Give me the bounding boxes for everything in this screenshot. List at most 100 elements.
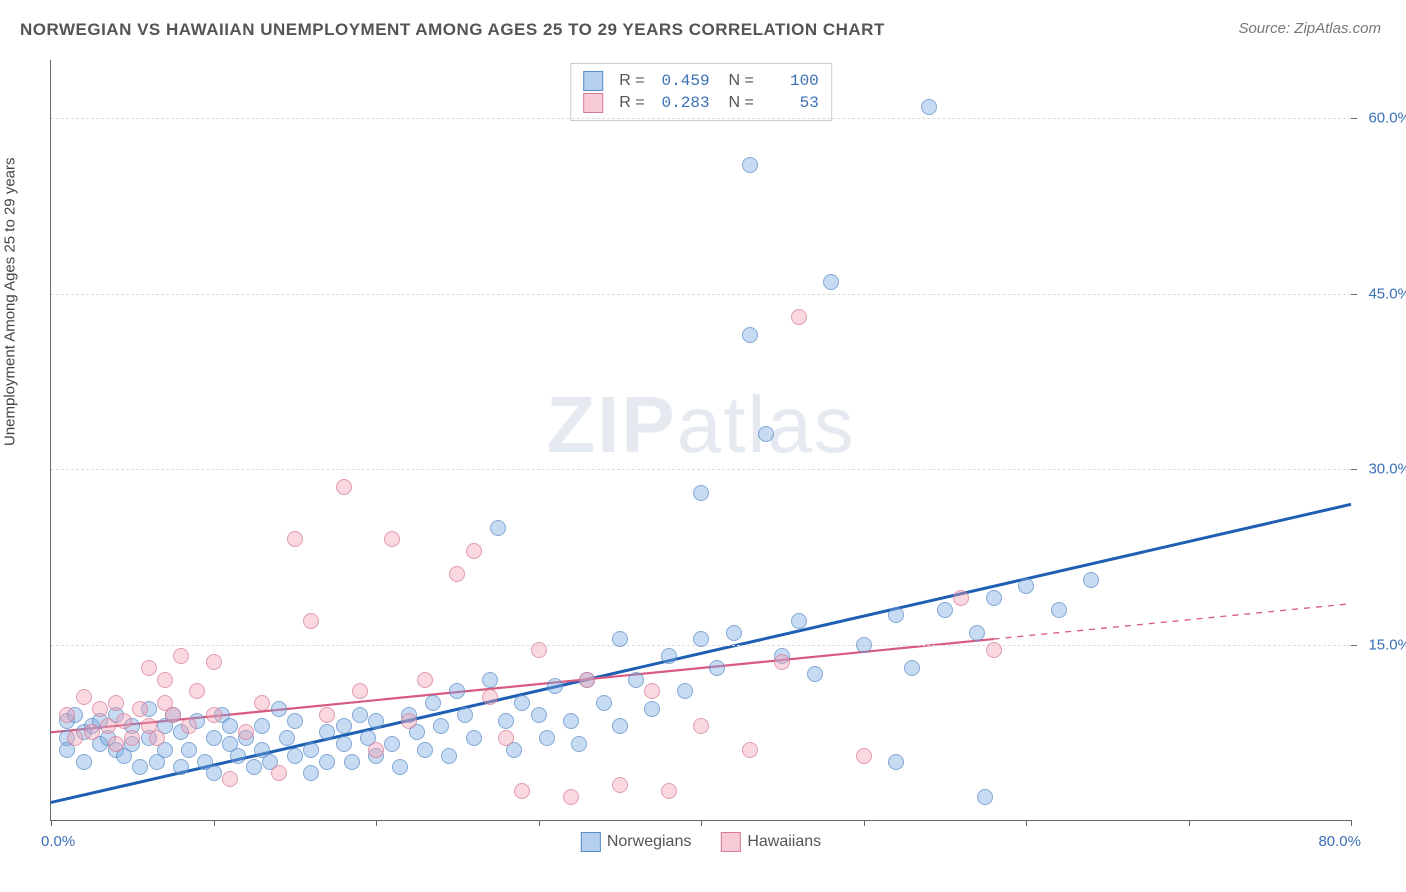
data-point — [132, 759, 148, 775]
data-point — [287, 531, 303, 547]
data-point — [644, 701, 660, 717]
legend-label: Norwegians — [607, 833, 691, 851]
chart-title: NORWEGIAN VS HAWAIIAN UNEMPLOYMENT AMONG… — [20, 20, 885, 40]
n-value: 100 — [764, 72, 819, 90]
data-point — [498, 713, 514, 729]
x-tick — [864, 820, 865, 826]
data-point — [612, 631, 628, 647]
data-point — [693, 718, 709, 734]
data-point — [921, 99, 937, 115]
x-tick — [1026, 820, 1027, 826]
data-point — [791, 309, 807, 325]
data-point — [246, 759, 262, 775]
data-point — [303, 742, 319, 758]
regression-lines-layer — [51, 60, 1351, 820]
gridline — [51, 469, 1351, 470]
legend-swatch — [581, 832, 601, 852]
n-value: 53 — [764, 94, 819, 112]
data-point — [807, 666, 823, 682]
n-label: N = — [720, 94, 754, 112]
data-point — [336, 479, 352, 495]
data-point — [254, 718, 270, 734]
y-tick — [1351, 118, 1357, 119]
data-point — [206, 707, 222, 723]
legend-swatch — [721, 832, 741, 852]
data-point — [336, 736, 352, 752]
legend-item: Hawaiians — [721, 832, 821, 852]
data-point — [596, 695, 612, 711]
data-point — [449, 683, 465, 699]
legend-swatch — [583, 71, 603, 91]
data-point — [742, 157, 758, 173]
gridline — [51, 118, 1351, 119]
regression-line-dashed — [994, 604, 1352, 639]
n-label: N = — [720, 72, 754, 90]
data-point — [482, 672, 498, 688]
data-point — [514, 695, 530, 711]
gridline — [51, 294, 1351, 295]
data-point — [661, 648, 677, 664]
data-point — [254, 695, 270, 711]
data-point — [173, 648, 189, 664]
data-point — [490, 520, 506, 536]
data-point — [482, 689, 498, 705]
source-attribution: Source: ZipAtlas.com — [1238, 20, 1381, 37]
data-point — [791, 613, 807, 629]
r-value: 0.283 — [655, 94, 710, 112]
data-point — [514, 783, 530, 799]
data-point — [888, 754, 904, 770]
data-point — [1083, 572, 1099, 588]
data-point — [417, 672, 433, 688]
data-point — [904, 660, 920, 676]
x-tick — [1189, 820, 1190, 826]
data-point — [466, 543, 482, 559]
data-point — [222, 771, 238, 787]
data-point — [742, 327, 758, 343]
r-label: R = — [619, 72, 644, 90]
data-point — [303, 613, 319, 629]
data-point — [401, 713, 417, 729]
data-point — [352, 707, 368, 723]
r-value: 0.459 — [655, 72, 710, 90]
data-point — [336, 718, 352, 734]
data-point — [677, 683, 693, 699]
data-point — [76, 754, 92, 770]
data-point — [466, 730, 482, 746]
data-point — [758, 426, 774, 442]
data-point — [392, 759, 408, 775]
data-point — [344, 754, 360, 770]
legend-item: Norwegians — [581, 832, 691, 852]
y-tick — [1351, 645, 1357, 646]
y-tick-label: 60.0% — [1368, 110, 1406, 127]
legend-row: R = 0.459 N = 100 — [583, 71, 819, 91]
data-point — [571, 736, 587, 752]
x-tick — [51, 820, 52, 826]
data-point — [986, 642, 1002, 658]
data-point — [303, 765, 319, 781]
data-point — [693, 485, 709, 501]
data-point — [189, 683, 205, 699]
data-point — [108, 736, 124, 752]
data-point — [100, 718, 116, 734]
data-point — [206, 654, 222, 670]
data-point — [628, 672, 644, 688]
x-axis-end-label: 80.0% — [1318, 833, 1361, 850]
series-legend: Norwegians Hawaiians — [581, 832, 821, 852]
x-tick — [376, 820, 377, 826]
data-point — [319, 707, 335, 723]
data-point — [441, 748, 457, 764]
data-point — [726, 625, 742, 641]
data-point — [742, 742, 758, 758]
data-point — [969, 625, 985, 641]
data-point — [693, 631, 709, 647]
data-point — [59, 707, 75, 723]
x-tick — [1351, 820, 1352, 826]
data-point — [1051, 602, 1067, 618]
legend-row: R =0.283 N =53 — [583, 93, 819, 113]
data-point — [181, 718, 197, 734]
correlation-legend: R = 0.459 N = 100R = 0.283 N = 53 — [570, 63, 832, 121]
x-tick — [214, 820, 215, 826]
data-point — [279, 730, 295, 746]
data-point — [76, 689, 92, 705]
data-point — [986, 590, 1002, 606]
